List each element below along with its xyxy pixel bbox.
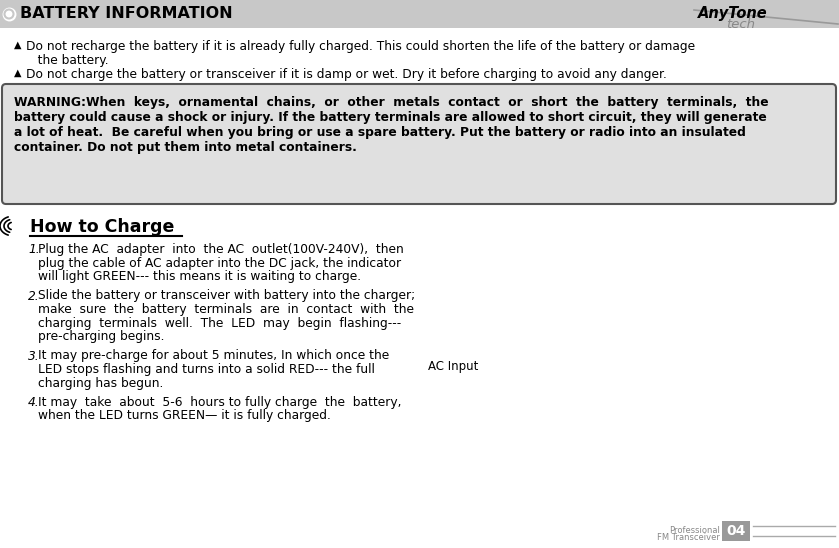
Text: ▲: ▲ [14,40,22,50]
Text: 2.: 2. [28,289,39,302]
Text: the battery.: the battery. [26,54,108,67]
Text: 4.: 4. [28,396,39,409]
Text: BATTERY INFORMATION: BATTERY INFORMATION [20,7,232,21]
Bar [722,521,750,541]
Text: ▲: ▲ [14,68,22,78]
Text: Do not recharge the battery if it is already fully charged. This could shorten t: Do not recharge the battery if it is alr… [26,40,696,53]
Text: make  sure  the  battery  terminals  are  in  contact  with  the: make sure the battery terminals are in c… [38,303,414,316]
Text: charging has begun.: charging has begun. [38,376,164,390]
Text: 04: 04 [727,524,746,538]
Text: when the LED turns GREEN— it is fully charged.: when the LED turns GREEN— it is fully ch… [38,409,331,423]
Bar [0,0,839,28]
Text: Professional: Professional [670,526,720,535]
Text: LED stops flashing and turns into a solid RED--- the full: LED stops flashing and turns into a soli… [38,363,375,376]
Text: Plug the AC  adapter  into  the AC  outlet(100V-240V),  then: Plug the AC adapter into the AC outlet(1… [38,243,404,256]
Text: tech: tech [726,18,755,31]
Text: pre-charging begins.: pre-charging begins. [38,330,164,343]
Text: It may  take  about  5-6  hours to fully charge  the  battery,: It may take about 5-6 hours to fully cha… [38,396,402,409]
Text: How to Charge: How to Charge [30,218,175,236]
Text: Do not charge the battery or transceiver if it is damp or wet. Dry it before cha: Do not charge the battery or transceiver… [26,68,667,81]
Text: container. Do not put them into metal containers.: container. Do not put them into metal co… [14,141,357,154]
Text: 1.: 1. [28,243,39,256]
Text: Slide the battery or transceiver with battery into the charger;: Slide the battery or transceiver with ba… [38,289,415,302]
Circle shape [4,9,13,19]
Text: will light GREEN--- this means it is waiting to charge.: will light GREEN--- this means it is wai… [38,270,361,283]
Text: WARNING:When  keys,  ornamental  chains,  or  other  metals  contact  or  short : WARNING:When keys, ornamental chains, or… [14,96,769,109]
Text: a lot of heat.  Be careful when you bring or use a spare battery. Put the batter: a lot of heat. Be careful when you bring… [14,126,746,139]
Text: charging  terminals  well.  The  LED  may  begin  flashing---: charging terminals well. The LED may beg… [38,317,401,329]
Text: FM Transceiver: FM Transceiver [657,534,720,543]
Text: AnyTone: AnyTone [698,6,768,21]
Text: It may pre-charge for about 5 minutes, In which once the: It may pre-charge for about 5 minutes, I… [38,350,389,362]
Text: 3.: 3. [28,350,39,362]
Text: AC Input: AC Input [428,360,478,373]
FancyBboxPatch shape [2,84,836,204]
Text: battery could cause a shock or injury. If the battery terminals are allowed to s: battery could cause a shock or injury. I… [14,111,767,124]
Text: plug the cable of AC adapter into the DC jack, the indicator: plug the cable of AC adapter into the DC… [38,256,401,270]
